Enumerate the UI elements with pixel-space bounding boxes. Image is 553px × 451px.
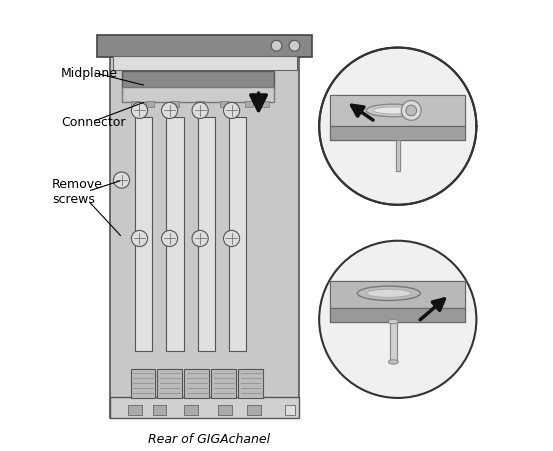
Circle shape (192, 103, 208, 119)
Bar (184, 369, 209, 398)
Bar (131, 369, 155, 398)
Bar (196, 102, 204, 108)
Bar (153, 405, 166, 414)
Bar (184, 405, 198, 414)
Bar (211, 369, 236, 398)
Circle shape (271, 41, 282, 52)
Circle shape (132, 103, 148, 119)
Text: Rear of GIGAchanel: Rear of GIGAchanel (148, 432, 270, 445)
Ellipse shape (388, 320, 398, 324)
Text: Remove
screws: Remove screws (52, 178, 103, 206)
Bar (198, 118, 215, 351)
Bar (122, 88, 274, 103)
Bar (171, 102, 179, 108)
Bar (110, 397, 299, 418)
Bar (97, 36, 312, 57)
Bar (158, 369, 182, 398)
Bar (122, 72, 274, 89)
Ellipse shape (388, 360, 398, 364)
Ellipse shape (366, 105, 420, 117)
Circle shape (406, 106, 416, 116)
Bar (261, 102, 269, 108)
Circle shape (161, 231, 178, 247)
Bar (245, 102, 253, 108)
Ellipse shape (357, 286, 420, 301)
Circle shape (319, 241, 476, 398)
Text: Midplane: Midplane (61, 67, 118, 79)
Polygon shape (395, 140, 400, 172)
Polygon shape (330, 281, 465, 308)
Circle shape (132, 231, 148, 247)
Bar (128, 405, 142, 414)
Bar (285, 405, 295, 414)
Circle shape (113, 173, 129, 189)
Bar (131, 102, 139, 108)
Polygon shape (330, 308, 465, 322)
Bar (238, 369, 263, 398)
Bar (112, 56, 297, 71)
Ellipse shape (373, 108, 414, 115)
Bar (166, 118, 184, 351)
Circle shape (289, 41, 300, 52)
Circle shape (223, 231, 239, 247)
Circle shape (192, 231, 208, 247)
Bar (247, 405, 261, 414)
Polygon shape (330, 127, 465, 140)
Bar (229, 118, 247, 351)
Text: Connector: Connector (61, 116, 126, 129)
Ellipse shape (366, 290, 411, 298)
Circle shape (161, 103, 178, 119)
Bar (220, 102, 228, 108)
Circle shape (319, 48, 476, 205)
Bar (146, 102, 154, 108)
Bar (135, 118, 152, 351)
Polygon shape (330, 96, 465, 127)
Bar (218, 405, 232, 414)
Polygon shape (390, 322, 397, 362)
Circle shape (401, 101, 421, 121)
Circle shape (223, 103, 239, 119)
Bar (110, 53, 299, 418)
